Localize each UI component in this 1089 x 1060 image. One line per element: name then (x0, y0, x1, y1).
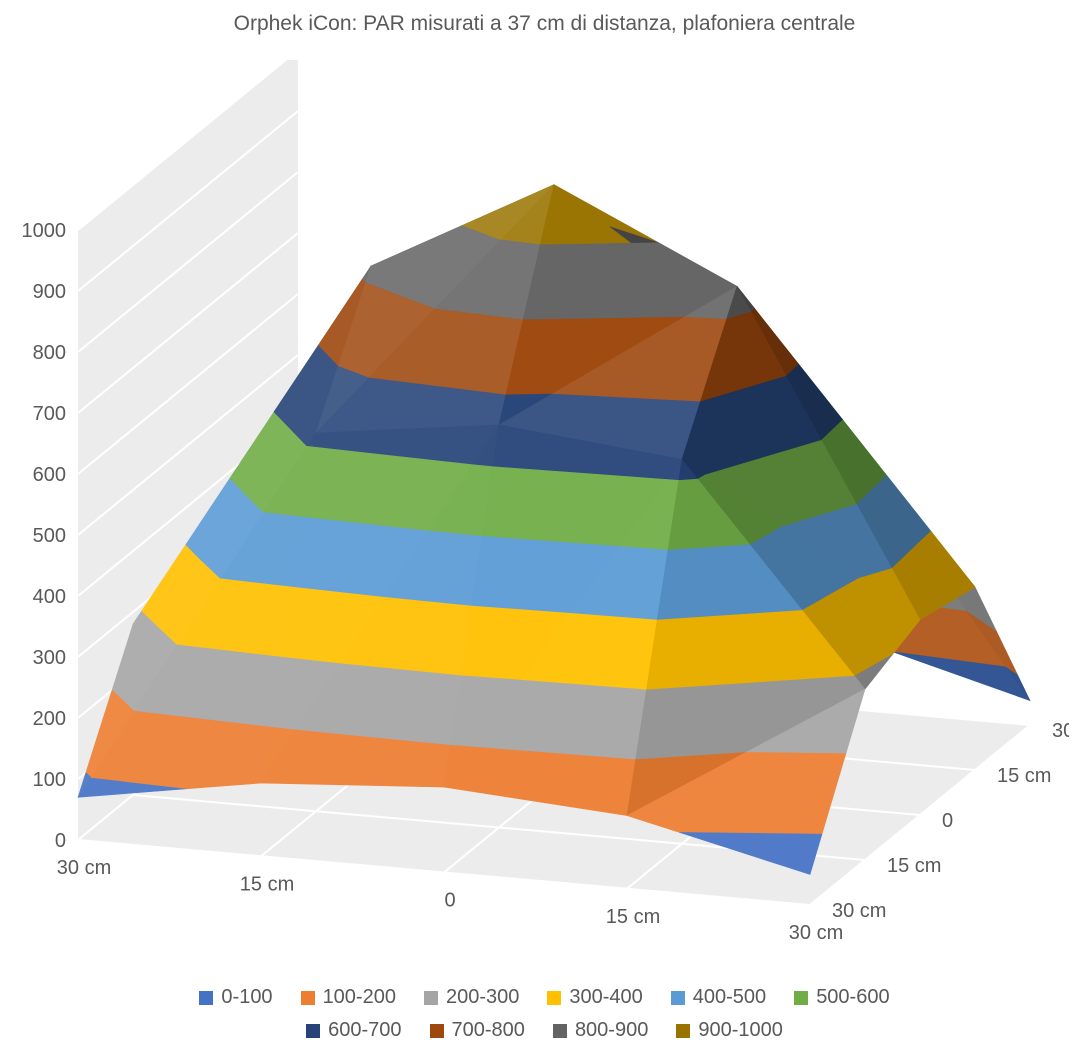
legend-label: 0-100 (221, 986, 272, 1009)
svg-text:800: 800 (33, 342, 66, 364)
svg-text:1000: 1000 (22, 220, 67, 242)
legend-swatch (671, 991, 685, 1005)
svg-text:30 cm: 30 cm (832, 900, 886, 922)
legend-label: 200-300 (446, 986, 519, 1009)
chart-title: Orphek iCon: PAR misurati a 37 cm di dis… (0, 12, 1089, 36)
legend-swatch (676, 1024, 690, 1038)
legend-item: 100-200 (301, 986, 396, 1009)
svg-text:700: 700 (33, 403, 66, 425)
chart-container: Orphek iCon: PAR misurati a 37 cm di dis… (0, 0, 1089, 1060)
legend-swatch (430, 1024, 444, 1038)
svg-text:600: 600 (33, 464, 66, 486)
legend: 0-100 100-200 200-300 300-400 400-500 500-600… (0, 986, 1089, 1042)
legend-swatch (424, 991, 438, 1005)
plot-area: 0 100 200 300 400 500 600 700 800 900 1000 30 cm 15 … (20, 60, 1069, 940)
legend-label: 300-400 (569, 986, 642, 1009)
svg-text:0: 0 (444, 890, 455, 912)
legend-label: 700-800 (452, 1019, 525, 1042)
legend-label: 500-600 (816, 986, 889, 1009)
svg-text:0: 0 (55, 830, 66, 852)
svg-text:200: 200 (33, 708, 66, 730)
legend-label: 600-700 (328, 1019, 401, 1042)
legend-item: 300-400 (547, 986, 642, 1009)
legend-swatch (199, 991, 213, 1005)
svg-text:30 cm: 30 cm (1052, 720, 1069, 742)
svg-text:15 cm: 15 cm (240, 873, 294, 895)
legend-swatch (794, 991, 808, 1005)
svg-text:30 cm: 30 cm (57, 857, 111, 879)
legend-label: 400-500 (693, 986, 766, 1009)
legend-item: 500-600 (794, 986, 889, 1009)
svg-text:500: 500 (33, 525, 66, 547)
svg-text:900: 900 (33, 281, 66, 303)
legend-label: 900-1000 (698, 1019, 783, 1042)
svg-text:15 cm: 15 cm (606, 906, 660, 928)
svg-text:300: 300 (33, 647, 66, 669)
legend-item: 200-300 (424, 986, 519, 1009)
legend-label: 100-200 (323, 986, 396, 1009)
legend-swatch (553, 1024, 567, 1038)
svg-text:30 cm: 30 cm (789, 922, 843, 940)
svg-text:100: 100 (33, 769, 66, 791)
legend-swatch (306, 1024, 320, 1038)
legend-swatch (301, 991, 315, 1005)
svg-text:15 cm: 15 cm (887, 855, 941, 877)
legend-item: 400-500 (671, 986, 766, 1009)
legend-item: 800-900 (553, 1019, 648, 1042)
legend-swatch (547, 991, 561, 1005)
surface-svg: 0 100 200 300 400 500 600 700 800 900 1000 30 cm 15 … (20, 60, 1069, 940)
svg-text:0: 0 (942, 810, 953, 832)
legend-item: 900-1000 (676, 1019, 783, 1042)
legend-label: 800-900 (575, 1019, 648, 1042)
svg-text:15 cm: 15 cm (997, 765, 1051, 787)
legend-item: 600-700 (306, 1019, 401, 1042)
legend-item: 0-100 (199, 986, 272, 1009)
legend-item: 700-800 (430, 1019, 525, 1042)
svg-text:400: 400 (33, 586, 66, 608)
